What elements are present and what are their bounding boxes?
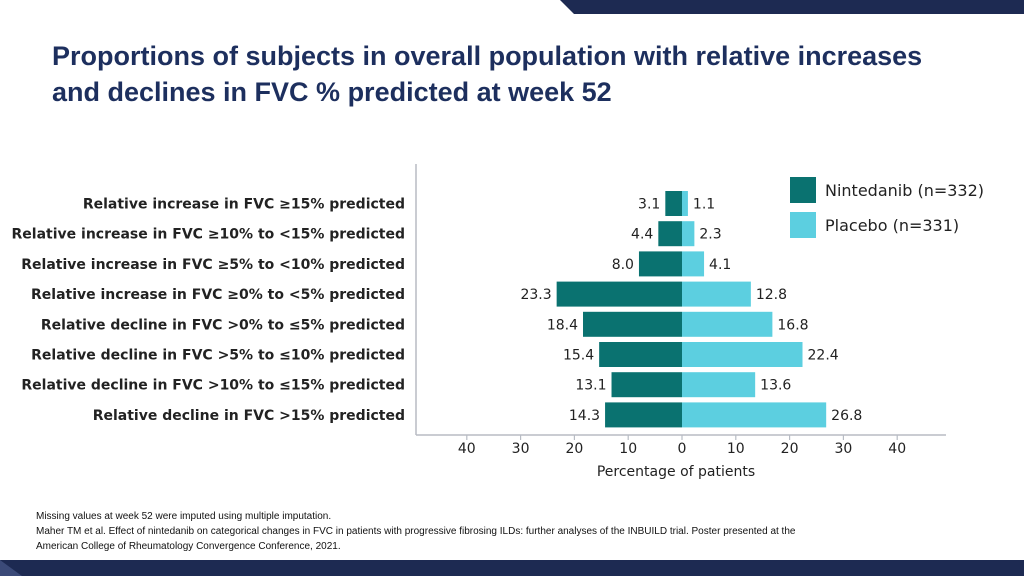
category-label: Relative decline in FVC >15% predicted: [93, 408, 405, 424]
legend-label: Placebo (n=331): [825, 216, 959, 235]
bar-placebo: [682, 402, 827, 428]
category-label: Relative decline in FVC >0% to ≤5% predi…: [41, 317, 405, 333]
bottom-accent-shape: [0, 560, 1024, 576]
data-label-nintedanib: 15.4: [563, 348, 594, 364]
x-tick-label: 10: [619, 441, 637, 457]
data-label-nintedanib: 3.1: [638, 197, 660, 213]
x-tick-label: 0: [678, 441, 687, 457]
data-label-placebo: 2.3: [699, 227, 721, 243]
x-tick-label: 10: [727, 441, 745, 457]
category-label: Relative increase in FVC ≥0% to <5% pred…: [31, 287, 405, 303]
category-label: Relative increase in FVC ≥5% to <10% pre…: [21, 257, 405, 273]
legend-swatch: [790, 177, 816, 203]
bar-nintedanib: [638, 251, 682, 277]
footnote: Missing values at week 52 were imputed u…: [36, 509, 996, 554]
bar-nintedanib: [658, 221, 682, 247]
top-accent-bar: [0, 0, 1024, 14]
bar-nintedanib: [605, 402, 682, 428]
data-label-placebo: 22.4: [808, 348, 839, 364]
bar-placebo: [682, 221, 695, 247]
data-label-placebo: 12.8: [756, 287, 787, 303]
data-label-nintedanib: 18.4: [547, 317, 578, 333]
data-label-nintedanib: 13.1: [575, 378, 606, 394]
bar-nintedanib: [556, 281, 682, 307]
data-label-nintedanib: 14.3: [569, 408, 600, 424]
bottom-accent-bar: [0, 560, 1024, 576]
x-tick-label: 40: [888, 441, 906, 457]
data-label-placebo: 13.6: [760, 378, 791, 394]
footnote-line-reference: Maher TM et al. Effect of nintedanib on …: [36, 526, 796, 537]
category-label: Relative increase in FVC ≥15% predicted: [83, 197, 405, 213]
category-label: Relative increase in FVC ≥10% to <15% pr…: [12, 227, 405, 243]
data-label-placebo: 1.1: [693, 197, 715, 213]
bar-nintedanib: [583, 311, 682, 337]
x-axis-title: Percentage of patients: [597, 464, 755, 480]
data-label-placebo: 16.8: [777, 317, 808, 333]
diverging-bar-chart: 40 30 20 10 0 10 20 30 40 Percentage of patients R…: [12, 164, 984, 480]
legend-swatch: [790, 212, 816, 238]
x-tick-label: 30: [834, 441, 852, 457]
bar-placebo: [682, 311, 773, 337]
top-accent-shape: [560, 0, 1024, 14]
bar-placebo: [682, 342, 803, 367]
bar-nintedanib: [599, 342, 682, 367]
x-tick-label: 20: [565, 441, 583, 457]
data-label-placebo: 26.8: [831, 408, 862, 424]
data-label-nintedanib: 23.3: [520, 287, 551, 303]
x-tick-label: 20: [781, 441, 799, 457]
bar-nintedanib: [665, 191, 682, 216]
data-label-placebo: 4.1: [709, 257, 731, 273]
footnote-line-imputation: Missing values at week 52 were imputed u…: [36, 511, 332, 522]
x-tick-label: 40: [458, 441, 476, 457]
footnote-line-conference: American College of Rheumatology Converg…: [36, 541, 341, 552]
slide-title: Proportions of subjects in overall popul…: [52, 41, 923, 107]
category-label: Relative decline in FVC >5% to ≤10% pred…: [31, 348, 405, 364]
bar-placebo: [682, 372, 756, 398]
category-label: Relative decline in FVC >10% to ≤15% pre…: [21, 378, 405, 394]
bar-nintedanib: [611, 372, 682, 398]
bar-placebo: [682, 191, 688, 216]
data-label-nintedanib: 8.0: [612, 257, 634, 273]
bar-placebo: [682, 281, 751, 307]
data-label-nintedanib: 4.4: [631, 227, 653, 243]
bar-placebo: [682, 251, 705, 277]
legend-label: Nintedanib (n=332): [825, 181, 984, 200]
x-tick-label: 30: [512, 441, 530, 457]
